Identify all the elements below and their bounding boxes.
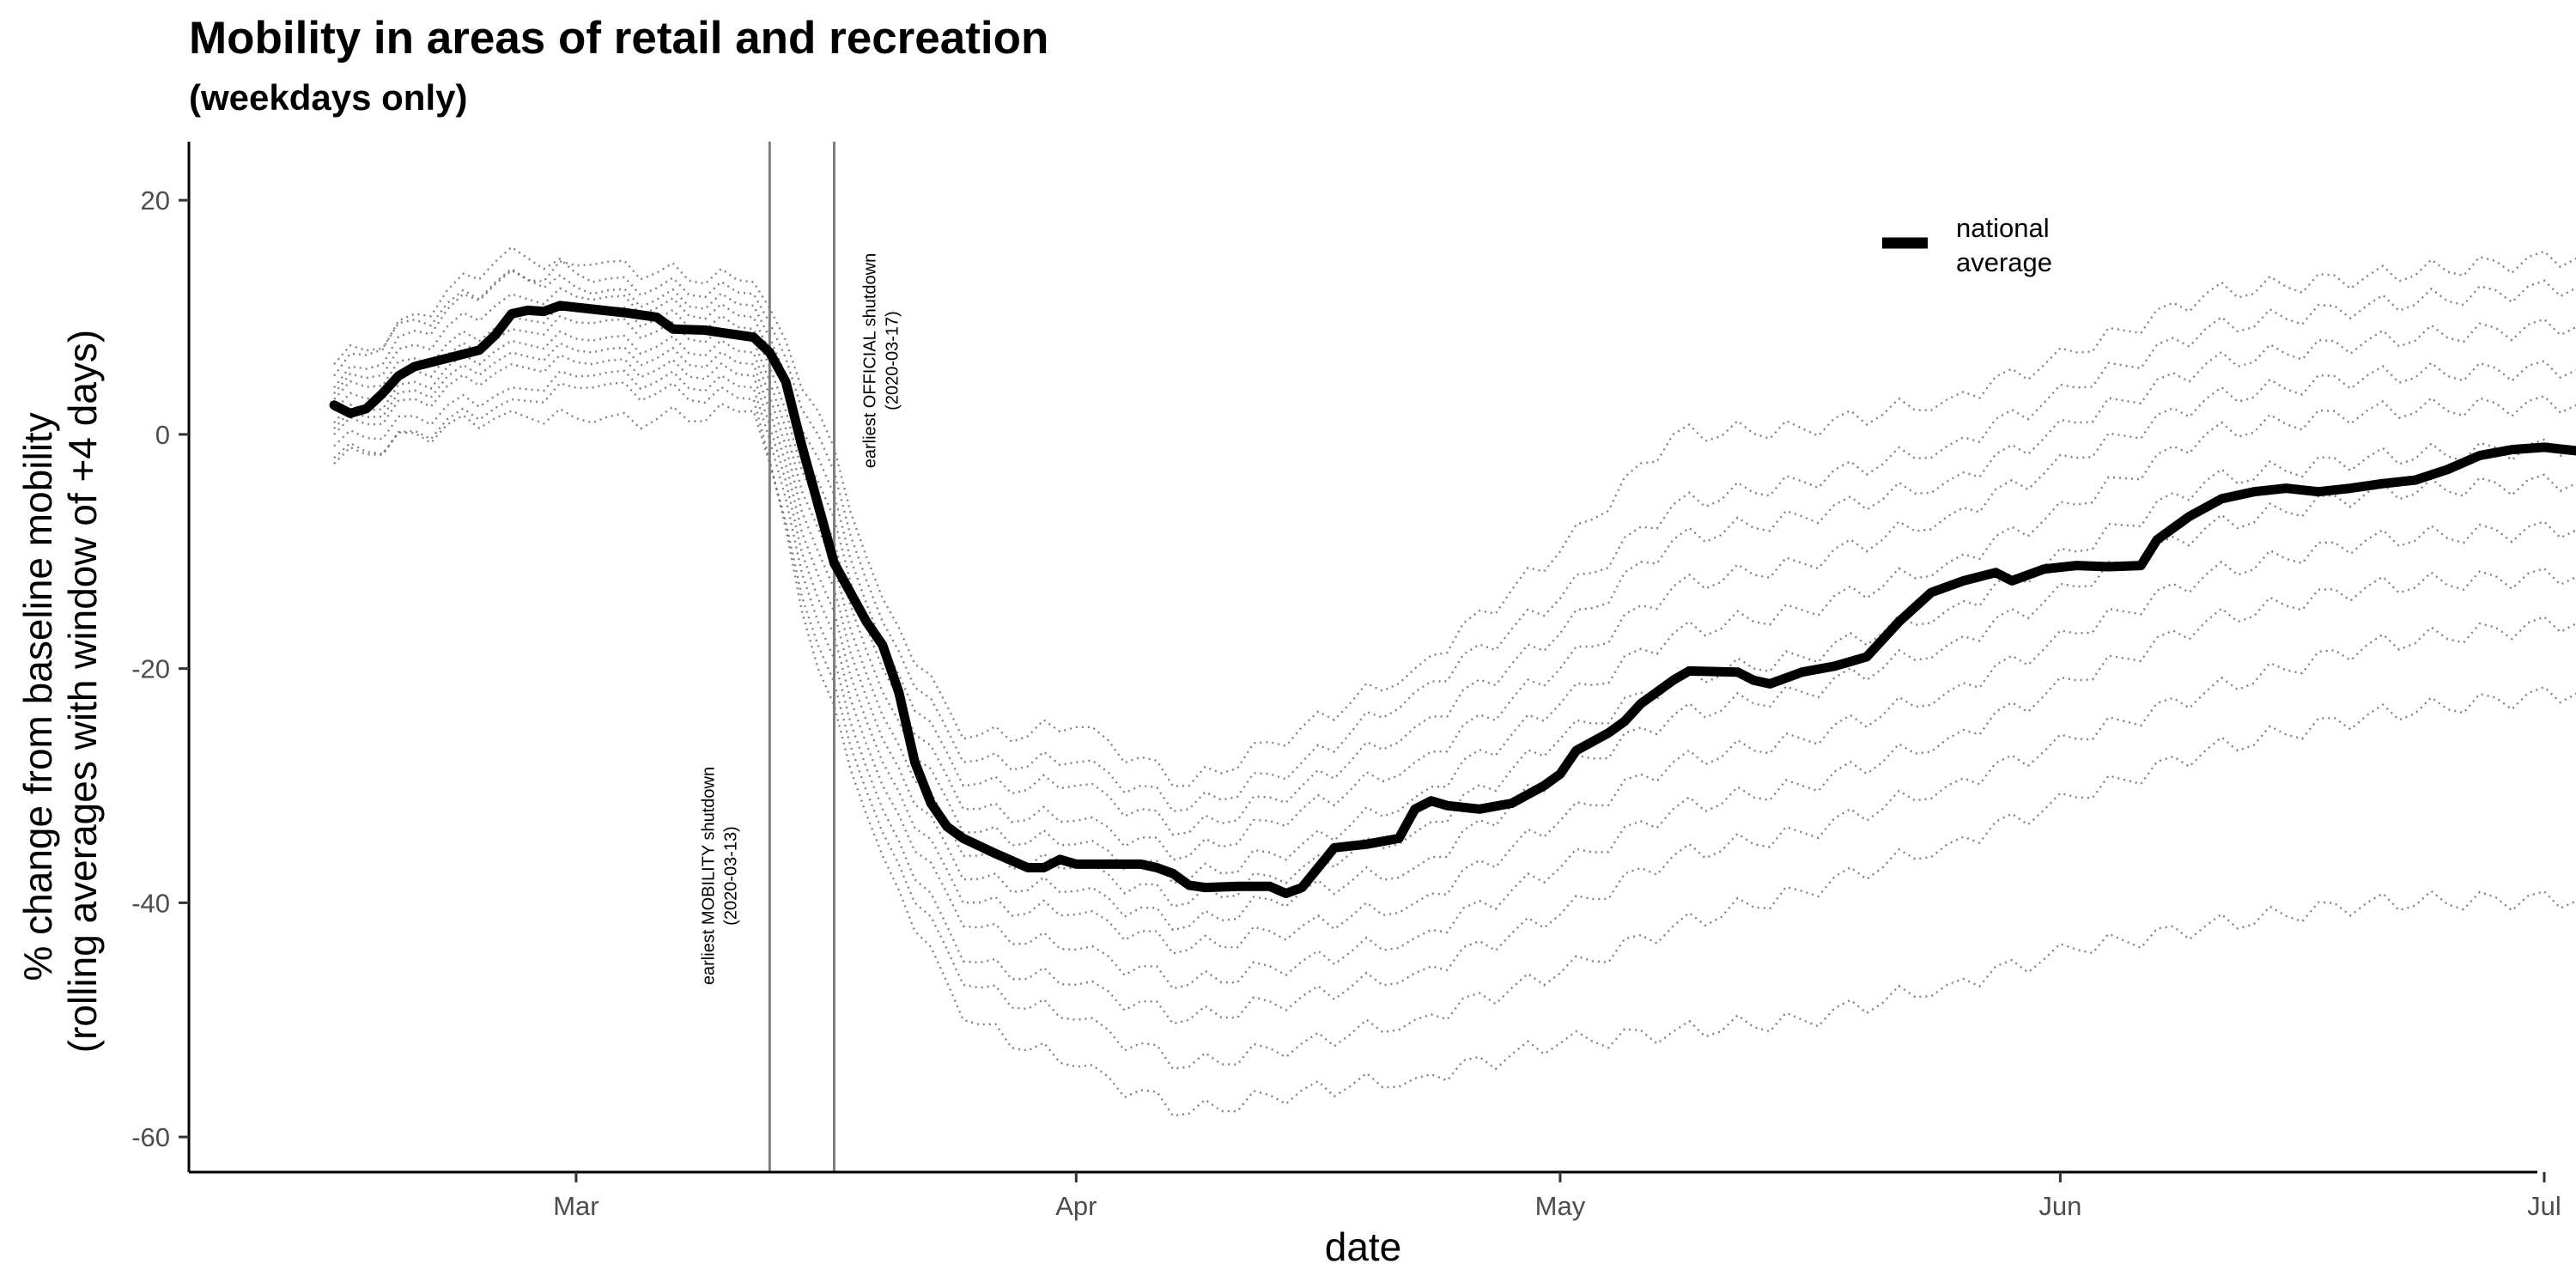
national-average-series — [329, 301, 2576, 898]
y-axis-title: % change from baseline mobility (rolling… — [15, 330, 105, 1053]
regional-series-line-5 — [333, 303, 2576, 884]
x-tick-label: Jun — [2038, 1191, 2081, 1221]
regional-series-line-1 — [333, 250, 2576, 787]
legend: national average — [1882, 213, 2052, 277]
regional-series-line-4 — [333, 287, 2576, 861]
regional-series-line-3 — [333, 269, 2576, 836]
national-average-line — [329, 301, 2576, 898]
chart-title: Mobility in areas of retail and recreati… — [189, 13, 1049, 64]
x-tick-label: May — [1535, 1191, 1586, 1221]
axes: 20 0 -20 -40 -60 Mar Apr May Jun Jul — [131, 142, 2561, 1221]
y-tick-label: -40 — [131, 888, 170, 918]
regional-series-line-7 — [333, 330, 2576, 932]
y-tick-label: -20 — [131, 654, 170, 684]
y-tick-label: -60 — [131, 1122, 170, 1152]
x-axis-title: date — [1325, 1224, 1402, 1269]
regional-series-line-9 — [333, 353, 2576, 990]
regional-series-line-11 — [333, 402, 2576, 1071]
x-tick-label: Mar — [553, 1191, 598, 1221]
x-axis-ticks: Mar Apr May Jun Jul — [553, 1172, 2561, 1221]
legend-label-national-average: national average — [1956, 213, 2052, 277]
regional-series-group — [333, 246, 2576, 1117]
shutdown-annotation-2: earliest OFFICIAL shutdown (2020-03-17) — [861, 253, 902, 468]
regional-series-line-6 — [333, 314, 2576, 908]
y-tick-label: 20 — [141, 185, 170, 216]
y-tick-label: 0 — [155, 420, 170, 450]
x-tick-label: Apr — [1055, 1191, 1097, 1221]
x-tick-label: Jul — [2527, 1191, 2561, 1221]
shutdown-markers: earliest MOBILITY shutdown (2020-03-13) ea… — [699, 142, 902, 1172]
y-axis-ticks: 20 0 -20 -40 -60 — [131, 185, 189, 1152]
shutdown-annotation-1: earliest MOBILITY shutdown (2020-03-13) — [699, 767, 740, 985]
regional-series-line-8 — [333, 342, 2576, 955]
chart-subtitle: (weekdays only) — [189, 77, 468, 118]
regional-series-line-10 — [333, 369, 2576, 1025]
y-axis-title-line-2: (rolling averages with window of +4 days… — [60, 330, 105, 1053]
y-axis-title-line-1: % change from baseline mobility — [15, 412, 60, 981]
